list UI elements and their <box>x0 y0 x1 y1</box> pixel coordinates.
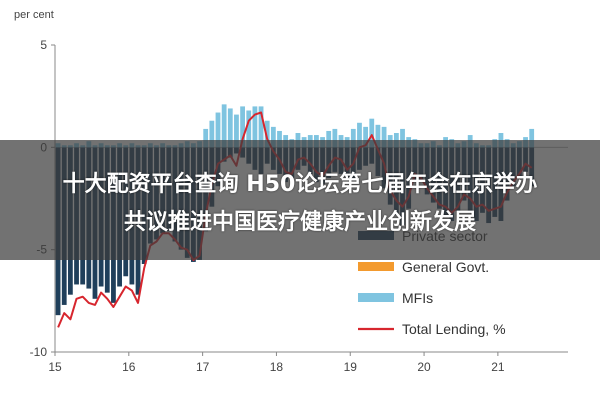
bar-mfis <box>326 130 332 148</box>
bar-mfis <box>381 126 387 148</box>
bar-mfis <box>240 106 245 148</box>
y-tick-label: 5 <box>40 38 47 52</box>
legend-total-lending-label: Total Lending, % <box>402 321 506 337</box>
legend-general-govt-swatch <box>358 262 394 271</box>
bar-mfis <box>258 106 264 148</box>
x-tick-label: 15 <box>48 360 62 374</box>
bar-mfis <box>209 120 215 148</box>
x-tick-label: 20 <box>417 360 431 374</box>
bar-mfis <box>357 122 362 148</box>
bar-mfis <box>203 128 209 148</box>
bar-mfis <box>350 128 356 148</box>
bar-mfis <box>234 114 239 148</box>
bar-mfis <box>375 124 381 148</box>
legend-general-govt-label: General Govt. <box>402 259 489 275</box>
bar-mfis <box>363 126 369 148</box>
bar-mfis <box>400 128 405 148</box>
bar-mfis <box>227 108 233 148</box>
bar-mfis <box>369 118 375 148</box>
banner-subheadline: 共议推进中国医疗健康产业创新发展 <box>123 210 476 235</box>
legend-mfis-swatch <box>358 293 394 302</box>
bar-mfis <box>270 126 276 148</box>
bar-mfis <box>332 128 338 148</box>
x-tick-label: 17 <box>196 360 210 374</box>
bar-mfis <box>277 130 282 148</box>
x-tick-label: 21 <box>491 360 505 374</box>
x-tick-label: 18 <box>270 360 284 374</box>
y-axis-label: per cent <box>14 9 54 21</box>
y-tick-label: -10 <box>30 345 48 359</box>
bar-mfis <box>246 110 252 148</box>
bar-mfis <box>264 120 270 148</box>
x-tick-label: 16 <box>122 360 136 374</box>
bar-mfis <box>215 112 221 148</box>
bar-mfis <box>252 106 258 148</box>
bar-mfis <box>529 128 535 148</box>
banner-overlay <box>0 140 600 260</box>
banner-headline: 十大配资平台查询 H50论坛第七届年会在京举办 <box>62 172 538 197</box>
bar-mfis <box>221 104 227 148</box>
x-tick-label: 19 <box>344 360 358 374</box>
legend-mfis-label: MFIs <box>402 290 433 306</box>
